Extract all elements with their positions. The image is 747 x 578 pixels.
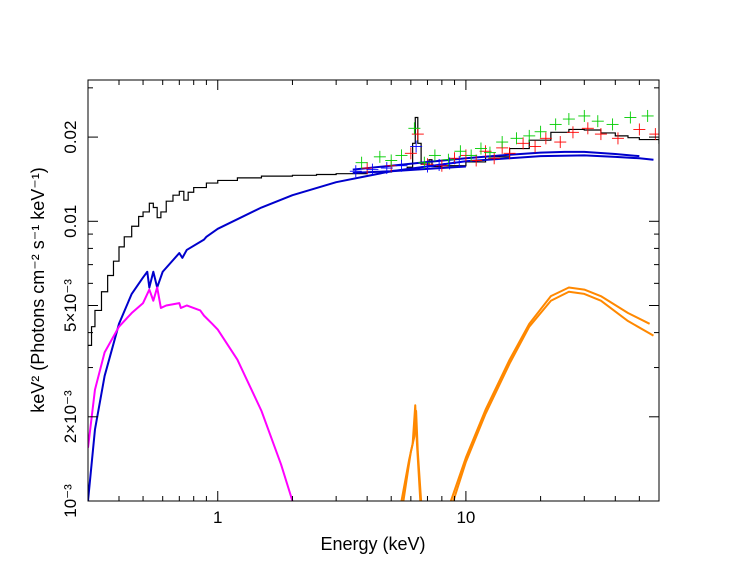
model-line-6: [402, 409, 423, 501]
model-line-2: [352, 150, 640, 171]
y-tick-label: 0.02: [61, 121, 80, 154]
x-tick-label: 10: [456, 508, 475, 527]
data-points-series-11: [349, 140, 466, 178]
model-step-line-0: [88, 116, 659, 346]
data-points-series-10: [355, 109, 654, 169]
model-line-8: [452, 290, 654, 501]
plot-frame: [87, 79, 660, 502]
x-axis-title: Energy (keV): [320, 534, 425, 554]
y-tick-label: 10⁻³: [61, 484, 80, 518]
x-tick-label: 1: [213, 508, 222, 527]
tick-label-layer: 1 10 10⁻³ 2×10⁻³ 5×10⁻³ 0.01 0.02: [61, 121, 475, 527]
y-tick-label: 2×10⁻³: [61, 390, 80, 443]
model-line-4: [88, 286, 294, 501]
series-layer: [88, 109, 659, 501]
model-line-7: [449, 286, 651, 501]
y-tick-label: 5×10⁻³: [61, 279, 80, 332]
model-line-1: [88, 154, 654, 501]
tick-layer: [87, 80, 660, 502]
y-axis-title: keV² (Photons cm⁻² s⁻¹ keV⁻¹): [28, 167, 48, 413]
y-tick-label: 0.01: [61, 205, 80, 238]
